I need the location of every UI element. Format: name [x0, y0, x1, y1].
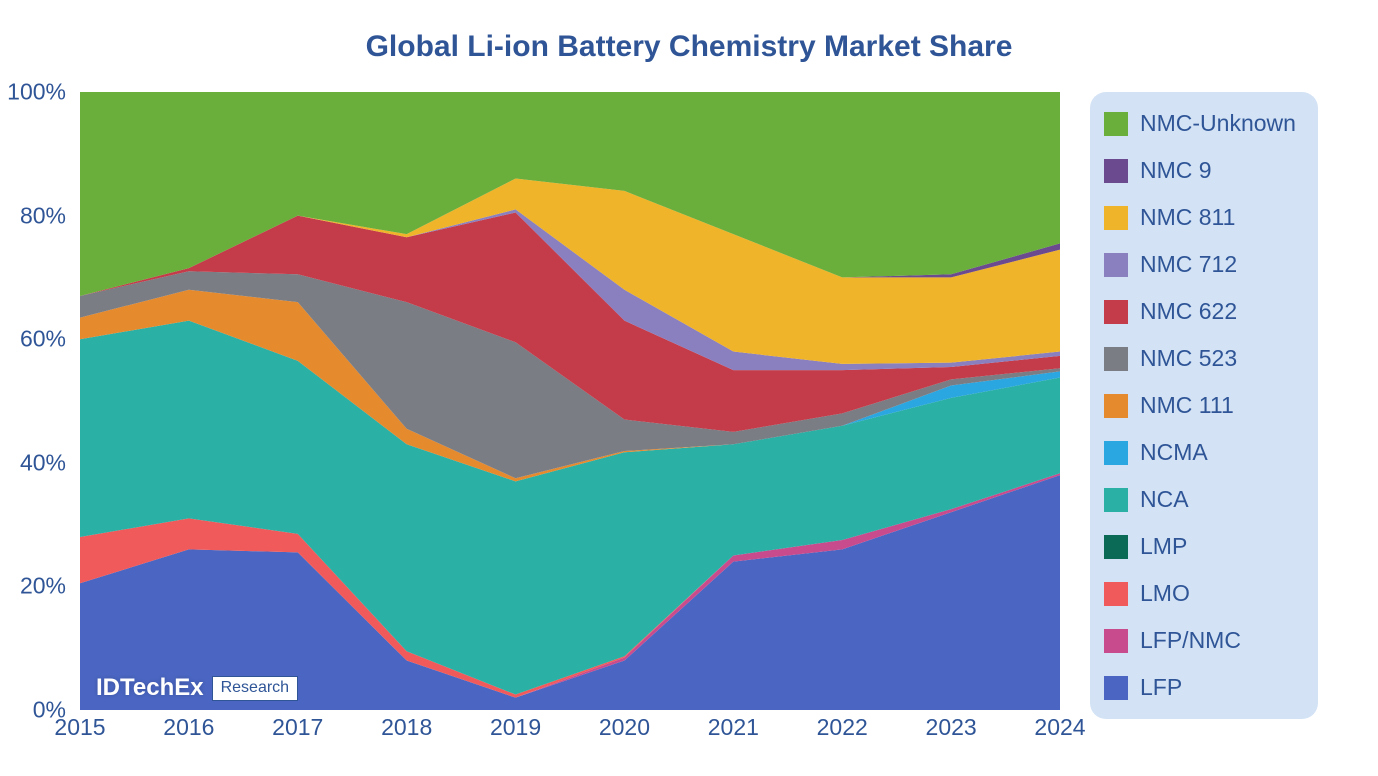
legend-label: LFP	[1140, 674, 1182, 701]
legend-swatch	[1104, 394, 1128, 418]
legend-item: NCA	[1104, 476, 1296, 523]
legend-label: NMC 712	[1140, 251, 1237, 278]
x-axis: 2015201620172018201920202021202220232024	[80, 714, 1060, 754]
chart-container: Global Li-ion Battery Chemistry Market S…	[0, 0, 1378, 776]
legend-swatch	[1104, 253, 1128, 277]
plot-area	[80, 92, 1060, 710]
legend-label: LMP	[1140, 533, 1187, 560]
y-axis: 0%20%40%60%80%100%	[0, 92, 74, 710]
legend-item: LMP	[1104, 523, 1296, 570]
legend-item: NMC 811	[1104, 194, 1296, 241]
legend-label: NMC 523	[1140, 345, 1237, 372]
x-tick-label: 2019	[490, 714, 541, 741]
x-tick-label: 2016	[163, 714, 214, 741]
x-tick-label: 2022	[817, 714, 868, 741]
legend-label: NCMA	[1140, 439, 1208, 466]
y-tick-label: 100%	[7, 79, 66, 106]
legend-item: LMO	[1104, 570, 1296, 617]
x-tick-label: 2021	[708, 714, 759, 741]
legend-item: LFP	[1104, 664, 1296, 711]
y-tick-label: 80%	[20, 202, 66, 229]
legend-swatch	[1104, 347, 1128, 371]
legend-item: NMC 622	[1104, 288, 1296, 335]
x-tick-label: 2020	[599, 714, 650, 741]
chart-title: Global Li-ion Battery Chemistry Market S…	[0, 30, 1378, 64]
legend-swatch	[1104, 582, 1128, 606]
stacked-area-svg	[80, 92, 1060, 710]
legend-swatch	[1104, 441, 1128, 465]
legend-label: NMC 9	[1140, 157, 1212, 184]
legend-label: LFP/NMC	[1140, 627, 1241, 654]
legend-swatch	[1104, 300, 1128, 324]
legend-swatch	[1104, 629, 1128, 653]
legend: NMC-Unknown NMC 9 NMC 811 NMC 712 NMC 622 NMC…	[1090, 92, 1318, 719]
legend-label: NMC 811	[1140, 204, 1235, 231]
legend-label: NMC 111	[1140, 392, 1234, 419]
y-tick-label: 40%	[20, 449, 66, 476]
legend-swatch	[1104, 206, 1128, 230]
legend-item: NMC 712	[1104, 241, 1296, 288]
x-tick-label: 2023	[926, 714, 977, 741]
x-tick-label: 2015	[54, 714, 105, 741]
legend-swatch	[1104, 535, 1128, 559]
legend-label: NMC 622	[1140, 298, 1237, 325]
x-tick-label: 2018	[381, 714, 432, 741]
legend-label: NCA	[1140, 486, 1189, 513]
legend-label: NMC-Unknown	[1140, 110, 1296, 137]
legend-item: NMC 111	[1104, 382, 1296, 429]
legend-swatch	[1104, 159, 1128, 183]
legend-swatch	[1104, 488, 1128, 512]
x-tick-label: 2024	[1034, 714, 1085, 741]
legend-item: NCMA	[1104, 429, 1296, 476]
legend-swatch	[1104, 676, 1128, 700]
x-tick-label: 2017	[272, 714, 323, 741]
watermark-main: IDTechEx	[96, 674, 204, 702]
legend-item: NMC-Unknown	[1104, 100, 1296, 147]
watermark-badge: Research	[212, 676, 298, 701]
y-tick-label: 60%	[20, 326, 66, 353]
watermark: IDTechEx Research	[96, 674, 298, 702]
legend-swatch	[1104, 112, 1128, 136]
y-tick-label: 20%	[20, 573, 66, 600]
legend-item: NMC 9	[1104, 147, 1296, 194]
legend-item: NMC 523	[1104, 335, 1296, 382]
legend-label: LMO	[1140, 580, 1190, 607]
legend-item: LFP/NMC	[1104, 617, 1296, 664]
